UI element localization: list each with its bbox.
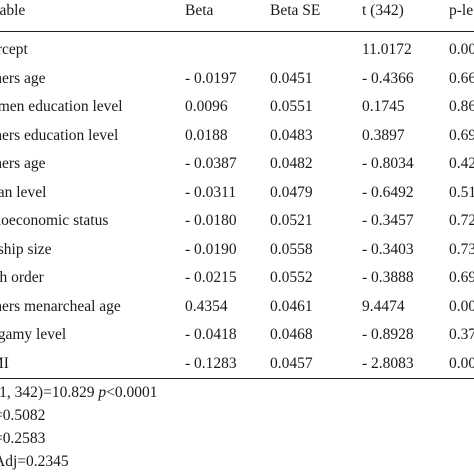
cell-t: - 0.3457 [362, 212, 414, 229]
cell-beta: 0.0096 [185, 98, 228, 115]
cell-beta: - 0.0190 [185, 240, 237, 258]
cell-t: - 0.4366 [362, 69, 414, 87]
header-p: p-le [449, 2, 474, 19]
cell-beta-se: 0.0482 [270, 155, 313, 172]
cell-t: - 0.8928 [362, 326, 414, 343]
r-value: =0.5082 [0, 407, 46, 424]
f-stat-suffix: <0.0001 [106, 384, 158, 401]
table-row: ogamy level - 0.0418 0.0468 - 0.8928 0.37 [0, 321, 474, 349]
cell-beta-se: 0.0558 [270, 240, 313, 258]
cell-p: 0.69 [449, 126, 474, 144]
bottom-rule [0, 378, 474, 380]
header-beta-se: Beta SE [270, 2, 321, 19]
p-symbol: p [98, 384, 107, 401]
cell-p: 0.51 [449, 183, 474, 201]
cell-variable: ogamy level [0, 326, 67, 343]
header-beta: Beta [185, 2, 214, 19]
r-note: =0.5082 [0, 405, 45, 427]
cell-variable: bship size [0, 240, 52, 258]
table-row: thers age - 0.0387 0.0482 - 0.8034 0.42 [0, 150, 474, 178]
cell-t: 0.1745 [362, 98, 405, 115]
cell-t: - 0.8034 [362, 155, 414, 172]
cell-variable: thers education level [0, 126, 119, 144]
cell-variable: MI [0, 354, 9, 372]
cell-variable: ercept [0, 41, 28, 58]
cell-p: 0.73 [449, 240, 474, 258]
table-row: cioeconomic status - 0.0180 0.0521 - 0.3457… [0, 207, 474, 235]
f-stat-prefix: 11, 342)=10.829 [0, 384, 99, 401]
cell-variable: rth order [0, 269, 44, 286]
header-rule [0, 31, 474, 33]
header-variable: riable [0, 2, 26, 19]
cell-variable: thers menarcheal age [0, 297, 121, 315]
cell-variable: ban level [0, 183, 47, 201]
table-row: bship size - 0.0190 0.0558 - 0.3403 0.73 [0, 236, 474, 264]
table-row: rth order - 0.0215 0.0552 - 0.3888 0.69 [0, 264, 474, 292]
r2-adj-note: Adj=0.2345 [0, 451, 69, 473]
table-row: MI - 0.1283 0.0457 - 2.8083 0.00 [0, 350, 474, 378]
table-row: ban level - 0.0311 0.0479 - 0.6492 0.51 [0, 179, 474, 207]
cell-p: 0.37 [449, 326, 474, 343]
cell-p: 0.86 [449, 98, 474, 115]
cell-t: 9.4474 [362, 297, 405, 315]
cell-t: - 0.3403 [362, 240, 414, 258]
cell-variable: cioeconomic status [0, 212, 109, 229]
cell-beta: - 0.0418 [185, 326, 237, 343]
cell-p: 0.69 [449, 269, 474, 286]
table-row: thers age - 0.0197 0.0451 - 0.4366 0.66 [0, 65, 474, 93]
cell-t: 11.0172 [362, 41, 412, 58]
cell-p: 0.00 [449, 354, 474, 372]
cell-t: - 0.6492 [362, 183, 414, 201]
cell-beta: - 0.0311 [185, 183, 237, 201]
r2-note: =0.2583 [0, 428, 45, 450]
cell-t: - 2.8083 [362, 354, 414, 372]
cell-beta: - 0.0387 [185, 155, 237, 172]
cell-p: 0.00 [449, 41, 474, 58]
cell-beta-se: 0.0457 [270, 354, 313, 372]
table-header-row: riable Beta Beta SE t (342) p-le [0, 0, 474, 25]
cell-beta-se: 0.0479 [270, 183, 313, 201]
cell-beta-se: 0.0483 [270, 126, 313, 144]
table-row: thers menarcheal age 0.4354 0.0461 9.4474 0.… [0, 293, 474, 321]
cell-beta: - 0.0197 [185, 69, 237, 87]
table-row: omen education level 0.0096 0.0551 0.1745 0.… [0, 93, 474, 121]
r2-value: =0.2583 [0, 430, 46, 447]
header-t: t (342) [362, 2, 404, 19]
table-row: thers education level 0.0188 0.0483 0.3897 0… [0, 122, 474, 150]
cell-variable: thers age [0, 69, 46, 87]
cell-beta: - 0.1283 [185, 354, 237, 372]
cell-beta: - 0.0215 [185, 269, 237, 286]
f-statistic-note: 11, 342)=10.829 p<0.0001 [0, 382, 157, 404]
cell-beta-se: 0.0451 [270, 69, 313, 87]
cell-beta-se: 0.0468 [270, 326, 313, 343]
cell-beta: 0.4354 [185, 297, 228, 315]
cell-beta-se: 0.0552 [270, 269, 313, 286]
cell-beta: 0.0188 [185, 126, 228, 144]
table-row: ercept 11.0172 0.00 [0, 36, 474, 64]
cell-beta: - 0.0180 [185, 212, 237, 229]
cell-p: 0.00 [449, 297, 474, 315]
cell-p: 0.42 [449, 155, 474, 172]
cell-beta-se: 0.0521 [270, 212, 313, 229]
cell-p: 0.72 [449, 212, 474, 229]
cell-p: 0.66 [449, 69, 474, 87]
cell-beta-se: 0.0551 [270, 98, 313, 115]
cell-beta-se: 0.0461 [270, 297, 313, 315]
cell-t: - 0.3888 [362, 269, 414, 286]
cell-variable: omen education level [0, 98, 123, 115]
r2-adj-value: Adj=0.2345 [0, 453, 69, 470]
cell-t: 0.3897 [362, 126, 405, 144]
cell-variable: thers age [0, 155, 46, 172]
